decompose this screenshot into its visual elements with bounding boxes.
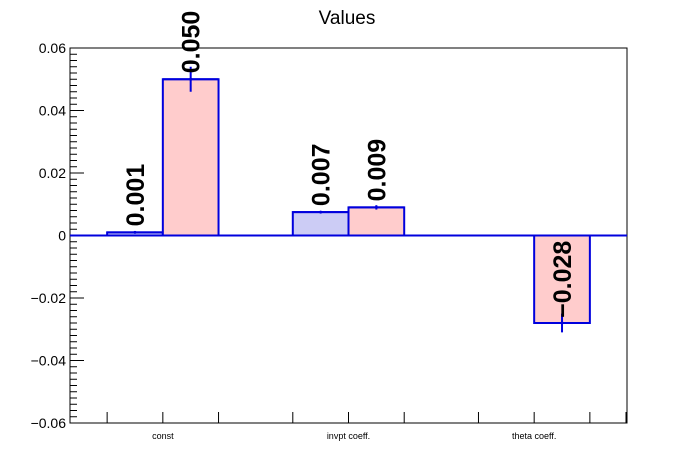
bar xyxy=(347,206,406,237)
value-label: 0.007 xyxy=(308,144,336,207)
y-tick-label: 0 xyxy=(58,228,66,244)
y-tick-label: −0.04 xyxy=(31,353,67,369)
data-point xyxy=(319,210,323,214)
y-tick-label: −0.06 xyxy=(31,415,67,431)
y-tick-label: 0.02 xyxy=(39,165,66,181)
value-label: 0.009 xyxy=(363,139,391,202)
category-label: invpt coeff. xyxy=(327,431,370,441)
bar xyxy=(161,78,220,237)
data-point xyxy=(133,230,137,234)
value-label: 0.050 xyxy=(178,11,206,74)
category-label: theta coeff. xyxy=(512,431,556,441)
bar xyxy=(533,234,591,324)
y-tick-label: 0.04 xyxy=(39,103,66,119)
y-tick-label: −0.02 xyxy=(31,290,67,306)
value-label: −0.028 xyxy=(549,241,577,318)
chart-title: Values xyxy=(319,8,376,29)
data-point xyxy=(189,77,193,81)
bar xyxy=(291,211,350,237)
data-point xyxy=(374,205,378,209)
data-point xyxy=(560,321,564,325)
y-tick-label: 0.06 xyxy=(39,40,66,56)
category-label: const xyxy=(152,431,174,441)
value-label: 0.001 xyxy=(122,164,150,227)
